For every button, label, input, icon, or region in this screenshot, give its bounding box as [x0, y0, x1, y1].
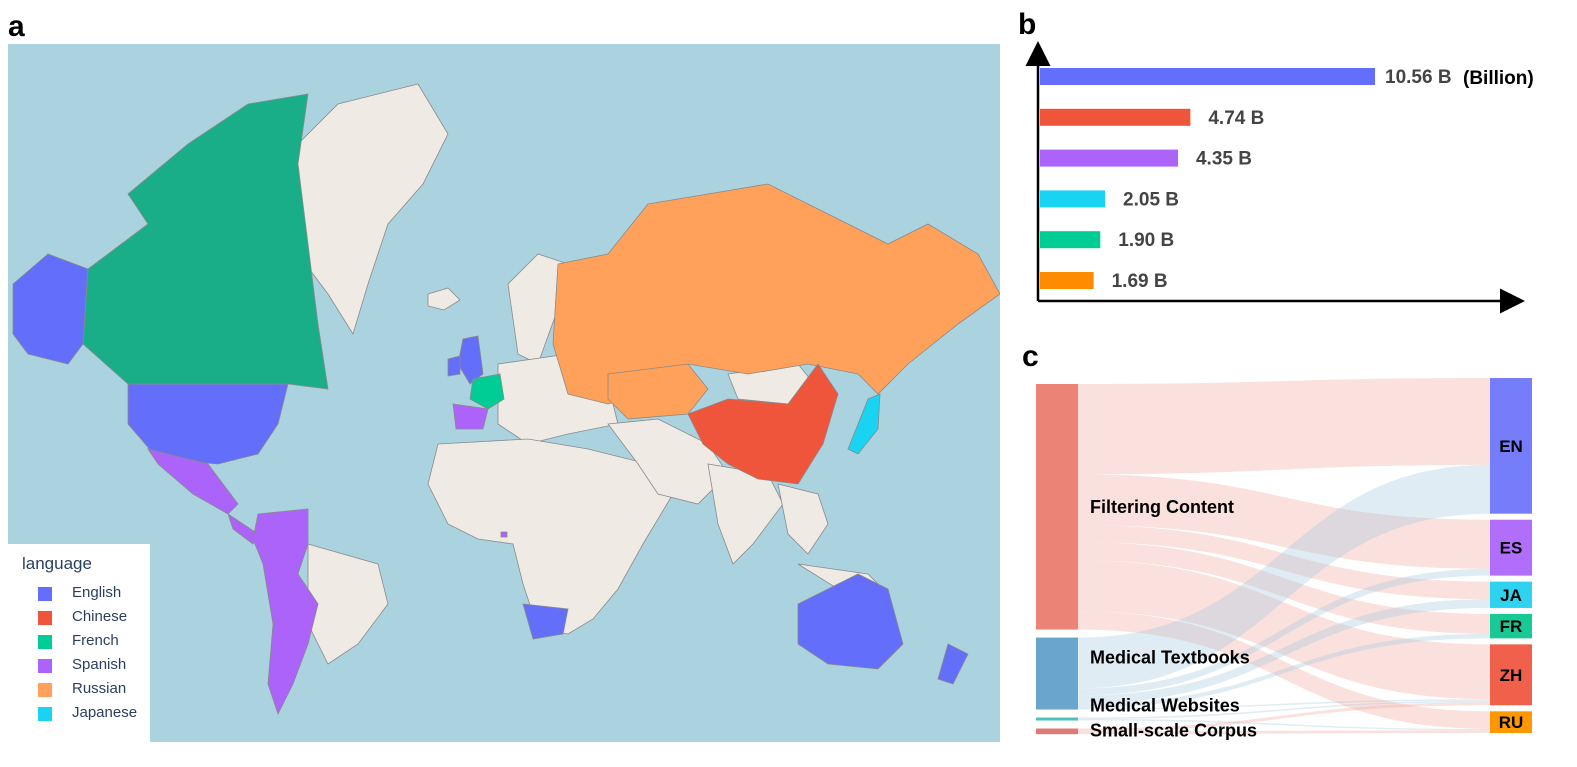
map-svg — [12, 83, 1000, 716]
bar-english — [1040, 68, 1375, 85]
sankey-source-node — [1036, 384, 1078, 630]
sankey-target-node — [1490, 519, 1532, 576]
sankey-link — [1078, 699, 1490, 710]
kazakhstan-region — [607, 363, 709, 420]
sankey-link — [1078, 568, 1490, 696]
bar-value-label: 10.56 B — [1385, 67, 1452, 88]
sankey-target-label: RU — [1499, 713, 1524, 732]
south-america-spanish-region — [252, 508, 319, 716]
sankey-link — [1078, 525, 1490, 600]
sankey-chart: Filtering Content Medical Textbooks Medica… — [1036, 378, 1532, 741]
sankey-chart-panel: Filtering Content Medical Textbooks Medica… — [1030, 370, 1550, 741]
sankey-link — [1078, 719, 1490, 731]
sankey-source-label: Small-scale Corpus — [1090, 721, 1257, 740]
sankey-link — [1078, 378, 1490, 475]
uk-region — [457, 335, 484, 385]
sankey-source-label: Filtering Content — [1090, 497, 1234, 517]
sankey-link — [1078, 702, 1490, 732]
panel-label-c: c — [1022, 340, 1039, 373]
alaska-region — [12, 253, 89, 365]
brazil-landmass — [307, 543, 389, 665]
legend-swatch — [38, 587, 52, 601]
bar-value-label: 1.90 B — [1118, 230, 1174, 251]
sankey-source-label: Medical Websites — [1090, 696, 1240, 716]
sankey-link — [1078, 599, 1490, 704]
sankey-source-label: Medical Textbooks — [1090, 648, 1250, 668]
legend-swatch — [38, 707, 52, 721]
bar-japanese — [1040, 190, 1106, 208]
sankey-source-node — [1036, 717, 1078, 721]
sankey-target-node — [1490, 378, 1532, 514]
sankey-target-label: JA — [1500, 586, 1522, 605]
bar-french — [1040, 231, 1101, 249]
bar-chart-panel: (Billion) 10.56 B 4.74 B 4.35 B 2.05 B 1.90 … — [1020, 38, 1560, 318]
legend-label: Chinese — [72, 608, 128, 625]
canada-region — [82, 93, 329, 390]
sankey-link — [1078, 633, 1490, 709]
australia-region — [797, 573, 904, 670]
france-region — [469, 373, 505, 410]
bar-chart: (Billion) 10.56 B 4.74 B 4.35 B 2.05 B 1.90 … — [1025, 41, 1534, 314]
legend-swatch — [38, 659, 52, 673]
sankey-target-node — [1490, 644, 1532, 706]
sankey-link — [1078, 560, 1490, 700]
sankey-source-node — [1036, 728, 1078, 735]
sankey-link — [1078, 542, 1490, 634]
legend-swatch — [38, 683, 52, 697]
bar-value-label: 1.69 B — [1112, 271, 1168, 292]
sankey-target-node — [1490, 581, 1532, 608]
south-africa-region — [522, 603, 569, 640]
sankey-target-label: FR — [1500, 617, 1523, 636]
sankey-target-label: ES — [1500, 539, 1523, 558]
legend-label: Japanese — [72, 704, 138, 721]
legend-label: Spanish — [72, 656, 127, 673]
legend-label: French — [72, 632, 119, 649]
sankey-target-node — [1490, 711, 1532, 733]
bar-russian — [1040, 272, 1094, 289]
legend-swatch — [38, 635, 52, 649]
ireland-region — [447, 355, 461, 377]
sankey-links — [1078, 378, 1490, 735]
legend-label: English — [72, 584, 122, 601]
equatorial-guinea-region — [500, 531, 508, 538]
map-legend: language English Chinese French Spanish … — [8, 544, 150, 742]
iceland-landmass — [427, 287, 461, 311]
sankey-target-node — [1490, 613, 1532, 639]
bar-value-label: 4.35 B — [1196, 149, 1252, 170]
bar-value-label: 4.74 B — [1208, 108, 1264, 129]
bar-spanish — [1040, 149, 1178, 167]
sankey-target-label: ZH — [1500, 666, 1523, 685]
sankey-link — [1078, 730, 1490, 735]
sankey-link — [1078, 464, 1490, 689]
sankey-target-label: EN — [1499, 437, 1523, 456]
spain-region — [452, 403, 489, 430]
panel-label-a: a — [8, 10, 25, 43]
central-america-region — [227, 513, 259, 545]
japan-region — [847, 393, 881, 455]
legend-swatch — [38, 611, 52, 625]
sankey-source-node — [1036, 637, 1078, 710]
usa-region — [127, 383, 289, 465]
world-map: language English Chinese French Spanish … — [8, 44, 1000, 742]
legend-label: Russian — [72, 680, 127, 697]
africa-landmass — [427, 438, 674, 635]
panel-label-b: b — [1018, 8, 1037, 41]
scandinavia-landmass — [507, 253, 569, 365]
sankey-link — [1078, 700, 1490, 720]
bar-value-label: 2.05 B — [1123, 189, 1179, 210]
unit-label: (Billion) — [1463, 68, 1534, 89]
new-zealand-region — [937, 643, 969, 685]
bar-chinese — [1040, 108, 1191, 126]
sankey-link — [1078, 474, 1490, 569]
legend-title: language — [22, 554, 92, 573]
southeast-asia-landmass — [777, 483, 890, 595]
sankey-link — [1078, 611, 1490, 729]
china-region — [687, 363, 839, 485]
